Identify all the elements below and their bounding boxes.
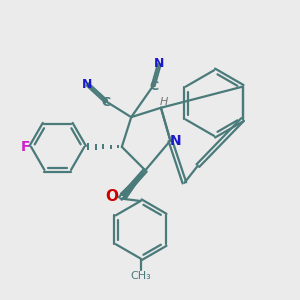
- Text: N: N: [170, 134, 182, 148]
- Text: C: C: [149, 80, 158, 93]
- Text: CH₃: CH₃: [130, 271, 151, 281]
- Polygon shape: [121, 170, 145, 198]
- Text: F: F: [21, 140, 30, 154]
- Text: N: N: [82, 78, 92, 91]
- Text: H: H: [159, 97, 168, 107]
- Text: C: C: [102, 96, 111, 109]
- Text: N: N: [154, 56, 165, 70]
- Text: O: O: [105, 189, 118, 204]
